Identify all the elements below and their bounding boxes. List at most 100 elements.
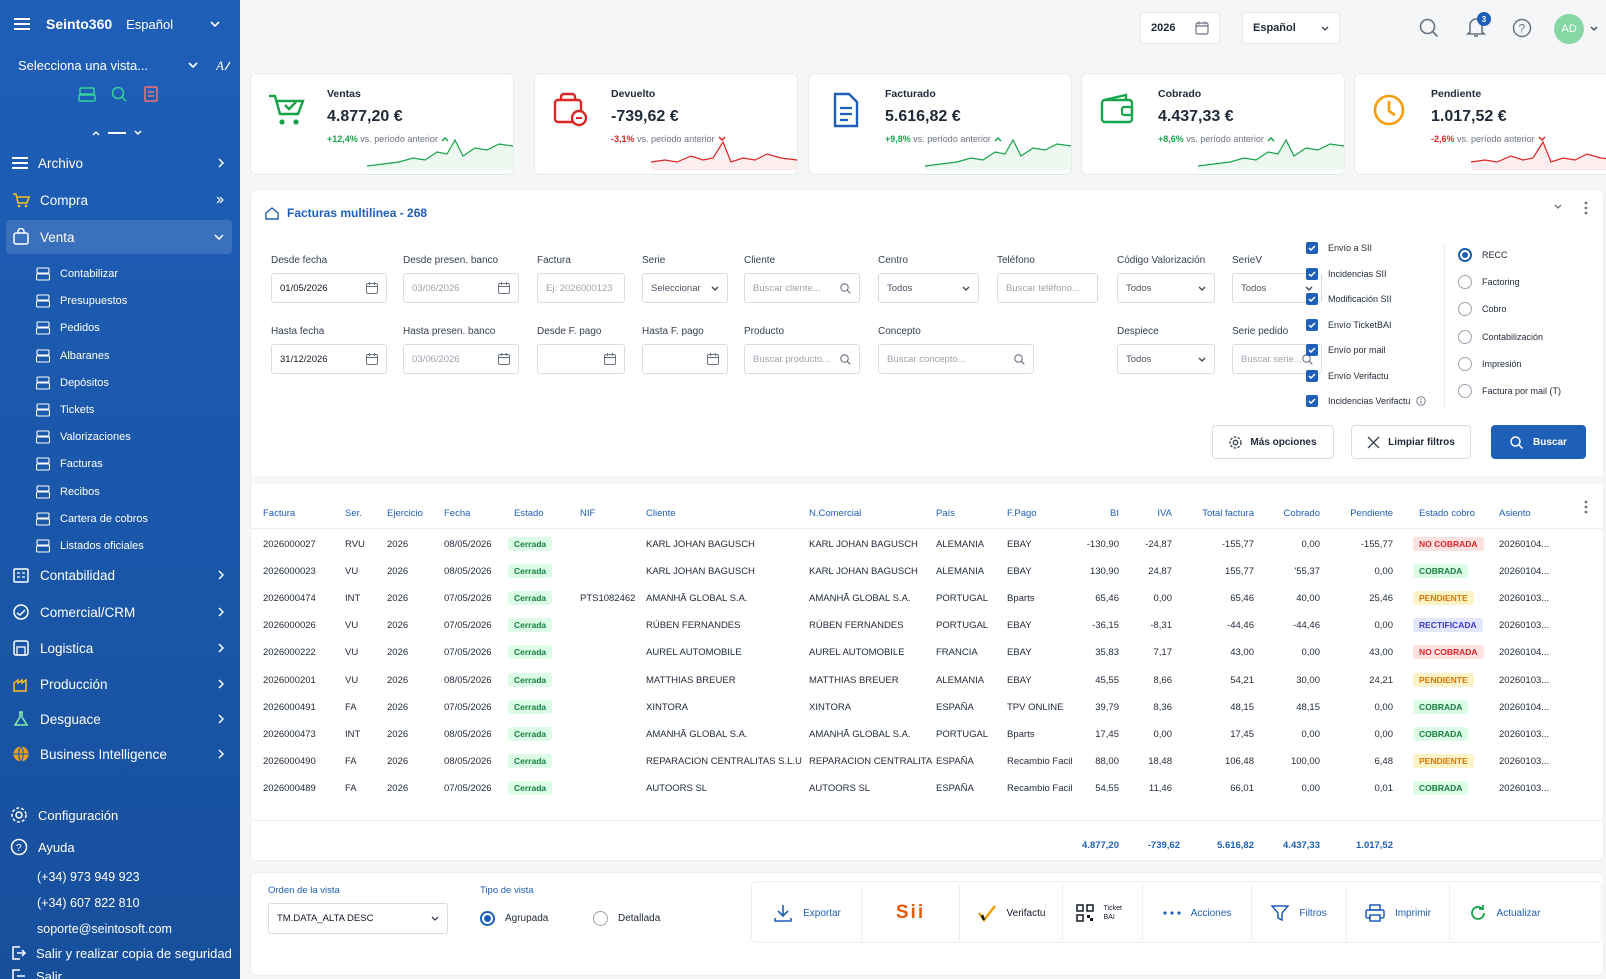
telefono-input[interactable]: Buscar teléfono...: [997, 273, 1098, 303]
column-header[interactable]: Total factura: [1202, 508, 1254, 519]
venta-subitem[interactable]: Albaranes: [36, 345, 110, 367]
kpi-card-cobrado[interactable]: Cobrado 4.437,33 € +8,6% vs. período anter…: [1081, 73, 1345, 175]
centro-select[interactable]: Todos: [878, 273, 979, 303]
option-checkbox[interactable]: Incidencias SII: [1306, 267, 1387, 280]
chevron-down-icon[interactable]: [210, 21, 220, 27]
nav-comercial-crm[interactable]: Comercial/CRM: [6, 595, 232, 629]
document-red-icon[interactable]: [142, 86, 160, 102]
sii-button[interactable]: Sii: [861, 885, 959, 941]
order-select[interactable]: TM.DATA_ALTA DESC: [268, 903, 448, 934]
logout-link[interactable]: Salir: [10, 968, 62, 979]
hamburger-menu-icon[interactable]: [14, 17, 30, 31]
nav-venta[interactable]: Venta: [6, 220, 232, 254]
option-radio[interactable]: Cobro: [1458, 302, 1507, 317]
more-options-button[interactable]: Más opciones: [1212, 425, 1334, 459]
hasta-presen-input[interactable]: 03/06/2026: [403, 344, 519, 374]
column-header[interactable]: F.Pago: [1007, 508, 1037, 519]
desde-fecha-input[interactable]: 01/05/2026: [271, 273, 387, 303]
venta-subitem[interactable]: Presupuestos: [36, 290, 127, 312]
venta-subitem[interactable]: Valorizaciones: [36, 426, 131, 448]
column-header[interactable]: Cobrado: [1283, 508, 1320, 519]
option-checkbox[interactable]: Envío Verifactu: [1306, 369, 1389, 382]
column-header[interactable]: Pendiente: [1350, 508, 1393, 519]
venta-subitem[interactable]: Tickets: [36, 399, 94, 421]
column-options-icon[interactable]: [1584, 500, 1588, 514]
view-selector[interactable]: Selecciona una vista... A: [18, 54, 232, 76]
ticketbai-button[interactable]: Ticket BAI: [1062, 885, 1142, 941]
option-checkbox[interactable]: Envío a SII: [1306, 242, 1372, 254]
nav-contabilidad[interactable]: Contabilidad: [6, 558, 232, 592]
column-header[interactable]: Estado: [514, 508, 544, 519]
nav-ayuda[interactable]: ? Ayuda: [10, 838, 75, 856]
logout-backup-link[interactable]: Salir y realizar copia de seguridad: [10, 945, 232, 961]
collapse-chevron-icon[interactable]: [1554, 204, 1562, 209]
search-chart-icon[interactable]: [110, 86, 128, 102]
hasta-fecha-input[interactable]: 31/12/2026: [271, 344, 387, 374]
font-style-icon[interactable]: A: [216, 58, 232, 72]
column-header[interactable]: Asiento: [1499, 508, 1531, 519]
column-header[interactable]: BI: [1110, 508, 1119, 519]
venta-subitem[interactable]: Contabilizar: [36, 263, 118, 285]
despiece-select[interactable]: Todos: [1117, 344, 1215, 374]
venta-subitem[interactable]: Facturas: [36, 453, 103, 475]
actualizar-button[interactable]: Actualizar: [1449, 885, 1559, 941]
option-radio[interactable]: RECC: [1458, 248, 1508, 262]
acciones-button[interactable]: Acciones: [1142, 885, 1251, 941]
option-checkbox[interactable]: Envío por mail: [1306, 344, 1386, 356]
kpi-card-pendiente[interactable]: Pendiente 1.017,52 € -2,6% vs. período ant…: [1354, 73, 1606, 175]
search-button[interactable]: Buscar: [1491, 425, 1586, 459]
venta-subitem[interactable]: Listados oficiales: [36, 535, 144, 557]
column-header[interactable]: NIF: [580, 508, 596, 519]
avatar[interactable]: AD: [1554, 14, 1584, 44]
help-icon[interactable]: ?: [1512, 18, 1532, 38]
nav-business-intelligence[interactable]: Business Intelligence: [6, 737, 232, 771]
column-header[interactable]: Ser.: [345, 508, 362, 519]
column-header[interactable]: Factura: [263, 508, 296, 519]
cod-valorizacion-select[interactable]: Todos: [1117, 273, 1215, 303]
view-type-grouped[interactable]: Agrupada: [480, 911, 548, 926]
kpi-card-ventas[interactable]: Ventas 4.877,20 € +12,4% vs. período anter…: [250, 73, 514, 175]
column-header[interactable]: Ejercicio: [387, 508, 423, 519]
option-radio[interactable]: Factoring: [1458, 275, 1520, 290]
producto-input[interactable]: Buscar producto...: [744, 344, 860, 374]
nav-desguace[interactable]: Desguace: [6, 702, 232, 736]
option-checkbox[interactable]: Envío TicketBAI: [1306, 318, 1392, 331]
verifactu-button[interactable]: Verifactu: [959, 885, 1062, 941]
chevron-down-icon[interactable]: [1590, 26, 1598, 31]
column-header[interactable]: N.Comercial: [809, 508, 862, 519]
year-selector[interactable]: 2026: [1140, 12, 1220, 44]
support-email[interactable]: soporte@seintosoft.com: [37, 922, 172, 936]
nav-logistica[interactable]: Logistica: [6, 631, 232, 665]
venta-subitem[interactable]: Pedidos: [36, 317, 100, 339]
desde-fpago-input[interactable]: [537, 344, 625, 374]
column-header[interactable]: Estado cobro: [1419, 508, 1475, 519]
column-header[interactable]: País: [936, 508, 956, 519]
option-radio[interactable]: Contabilización: [1458, 329, 1543, 344]
factura-input[interactable]: Ej: 2026000123: [537, 273, 625, 303]
imprimir-button[interactable]: Imprimir: [1346, 885, 1449, 941]
venta-subitem[interactable]: Recibos: [36, 481, 100, 503]
search-icon[interactable]: [1419, 18, 1439, 38]
nav-archivo[interactable]: Archivo: [6, 146, 232, 180]
kpi-card-devuelto[interactable]: Devuelto -739,62 € -3,1% vs. período anter…: [534, 73, 798, 175]
serie-select[interactable]: Seleccionar: [642, 273, 728, 303]
option-checkbox[interactable]: Incidencias Verifactu: [1306, 395, 1426, 407]
clear-filters-button[interactable]: Limpiar filtros: [1351, 425, 1471, 459]
language-selector[interactable]: Español: [1242, 12, 1340, 44]
concepto-input[interactable]: Buscar concepto...: [878, 344, 1034, 374]
column-header[interactable]: IVA: [1157, 508, 1172, 519]
kpi-card-facturado[interactable]: Facturado 5.616,82 € +9,8% vs. período ant…: [808, 73, 1072, 175]
venta-subitem[interactable]: Cartera de cobros: [36, 508, 148, 530]
option-checkbox[interactable]: Modificación SII: [1306, 293, 1392, 305]
hasta-fpago-input[interactable]: [642, 344, 728, 374]
filtros-button[interactable]: Filtros: [1251, 885, 1346, 941]
nav-configuracion[interactable]: Configuración: [10, 806, 118, 824]
column-header[interactable]: Cliente: [646, 508, 676, 519]
cash-register-icon[interactable]: [78, 86, 96, 102]
view-type-detailed[interactable]: Detallada: [593, 911, 660, 926]
option-radio[interactable]: Factura por mail (T): [1458, 384, 1561, 398]
sidebar-language[interactable]: Español: [126, 16, 174, 32]
sidebar-collapse-handle[interactable]: [92, 130, 142, 136]
cliente-input[interactable]: Buscar cliente...: [744, 273, 860, 303]
nav-compra[interactable]: Compra: [6, 183, 232, 217]
